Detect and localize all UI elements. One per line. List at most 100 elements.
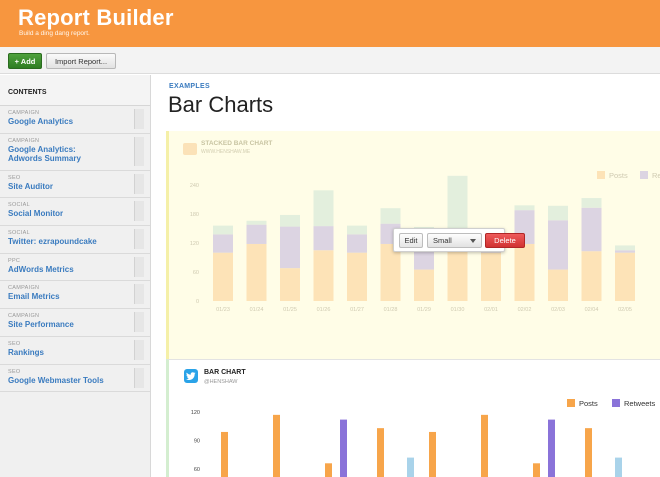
x-tick-label: 01/29 xyxy=(417,307,431,313)
bar xyxy=(533,463,540,477)
legend-label: Posts xyxy=(609,171,628,180)
bar-segment xyxy=(548,220,568,270)
bar-segment xyxy=(213,225,233,235)
bar-segment xyxy=(581,251,602,301)
sidebar-item[interactable]: CAMPAIGN Site Performance xyxy=(0,309,150,337)
sidebar-heading: CONTENTS xyxy=(0,75,150,106)
bar-segment xyxy=(615,250,635,253)
y-tick-label: 180 xyxy=(190,212,199,218)
drag-handle[interactable] xyxy=(134,339,144,360)
drag-handle[interactable] xyxy=(134,256,144,277)
legend-swatch xyxy=(597,171,605,179)
bar-segment xyxy=(246,220,267,225)
sidebar-list: CAMPAIGN Google Analytics CAMPAIGN Google A… xyxy=(0,106,150,393)
bar xyxy=(273,414,280,477)
sidebar-item[interactable]: SEO Site Auditor xyxy=(0,171,150,199)
bar xyxy=(340,419,347,477)
sidebar: CONTENTS CAMPAIGN Google Analytics CAMPAIG… xyxy=(0,75,151,477)
legend-swatch xyxy=(567,399,575,407)
bar-segment xyxy=(347,252,367,301)
drag-handle[interactable] xyxy=(134,136,144,166)
bar-segment xyxy=(280,214,300,227)
x-tick-label: 02/04 xyxy=(585,307,599,313)
y-tick-label: 60 xyxy=(194,467,200,473)
bar-segment xyxy=(414,269,434,301)
sidebar-item-label: Site Performance xyxy=(8,320,74,330)
bird-icon xyxy=(186,371,196,380)
bar xyxy=(325,463,332,477)
drag-handle[interactable] xyxy=(134,229,144,250)
card-handle: WWW.HENSHAW.ME xyxy=(201,149,251,155)
import-report-button[interactable]: Import Report... xyxy=(46,53,116,69)
legend-swatch xyxy=(612,399,620,407)
sidebar-item-category: PPC xyxy=(8,257,21,264)
sidebar-item[interactable]: SEO Rankings xyxy=(0,337,150,365)
x-tick-label: 01/25 xyxy=(283,307,297,313)
drag-handle[interactable] xyxy=(134,284,144,305)
sidebar-item-label: Google Webmaster Tools xyxy=(8,375,104,385)
sidebar-item-category: SEO xyxy=(8,340,21,347)
bar-segment xyxy=(313,226,334,251)
bar-segment xyxy=(280,226,300,269)
twitter-icon xyxy=(184,369,198,383)
bar-segment xyxy=(380,243,401,301)
sidebar-item[interactable]: SOCIAL Twitter: ezrapoundcake xyxy=(0,226,150,254)
sidebar-item-label: Site Auditor xyxy=(8,181,54,191)
size-select[interactable]: Small xyxy=(427,233,482,248)
bar-segment xyxy=(514,243,535,301)
bar xyxy=(585,428,592,477)
sidebar-item[interactable]: CAMPAIGN Google Analytics: Adwords Summar… xyxy=(0,134,150,171)
sidebar-item[interactable]: CAMPAIGN Google Analytics xyxy=(0,106,150,134)
card-title: BAR CHART xyxy=(204,369,246,376)
bar-segment xyxy=(280,268,300,301)
sidebar-item-category: CAMPAIGN xyxy=(8,137,40,144)
y-tick-label: 0 xyxy=(196,299,199,305)
y-tick-label: 120 xyxy=(190,241,199,247)
bar-segment xyxy=(581,207,602,252)
bar-segment xyxy=(246,224,267,244)
bar xyxy=(429,431,436,477)
sidebar-item-category: SEO xyxy=(8,368,21,375)
y-tick-label: 60 xyxy=(193,270,199,276)
edit-button[interactable]: Edit xyxy=(399,233,423,248)
bar-segment xyxy=(615,252,635,301)
bar xyxy=(548,419,555,477)
bar-chart-card[interactable]: BAR CHART @HENSHAW 60 90 120 Posts Retweets xyxy=(166,359,660,477)
drag-handle[interactable] xyxy=(134,201,144,222)
drag-handle[interactable] xyxy=(134,367,144,388)
x-tick-label: 02/01 xyxy=(484,307,498,313)
legend-swatch xyxy=(640,171,648,179)
card-handle: @HENSHAW xyxy=(204,379,238,385)
bar-segment xyxy=(514,205,535,211)
sidebar-item-category: CAMPAIGN xyxy=(8,313,40,320)
bar xyxy=(407,457,414,477)
delete-button[interactable]: Delete xyxy=(485,233,525,248)
x-tick-label: 01/30 xyxy=(451,307,465,313)
sidebar-item-label: Google Analytics xyxy=(8,117,74,126)
app-subtitle: Build a ding dang report. xyxy=(19,30,90,37)
drag-handle[interactable] xyxy=(134,312,144,333)
legend-label: Retweets xyxy=(624,399,656,408)
sidebar-item-category: SOCIAL xyxy=(8,230,30,237)
sidebar-item[interactable]: CAMPAIGN Email Metrics xyxy=(0,281,150,310)
drag-handle[interactable] xyxy=(134,109,144,129)
bar-segment xyxy=(213,234,233,253)
x-tick-label: 01/27 xyxy=(350,307,364,313)
sidebar-item-label: Email Metrics xyxy=(8,292,60,302)
bar-segment xyxy=(581,198,602,208)
section-eyebrow: EXAMPLES xyxy=(169,83,210,90)
y-tick-label: 90 xyxy=(194,439,200,445)
sidebar-item[interactable]: PPC AdWords Metrics xyxy=(0,254,150,282)
sidebar-item[interactable]: SEO Google Webmaster Tools xyxy=(0,365,150,393)
toolbar: + Add Import Report... xyxy=(0,47,660,74)
bar-segment xyxy=(246,243,267,301)
stacked-bar-chart-card[interactable]: STACKED BAR CHART WWW.HENSHAW.ME 0 60 120 1… xyxy=(166,131,660,360)
widget-edit-popover: Edit Small Delete xyxy=(393,228,525,252)
sidebar-item-label: Rankings xyxy=(8,347,45,357)
sidebar-item[interactable]: SOCIAL Social Monitor xyxy=(0,198,150,227)
drag-handle[interactable] xyxy=(134,173,144,194)
card-title: STACKED BAR CHART xyxy=(201,140,273,147)
bar-segment xyxy=(481,252,501,301)
add-button[interactable]: + Add xyxy=(8,53,42,69)
bar xyxy=(221,431,228,477)
